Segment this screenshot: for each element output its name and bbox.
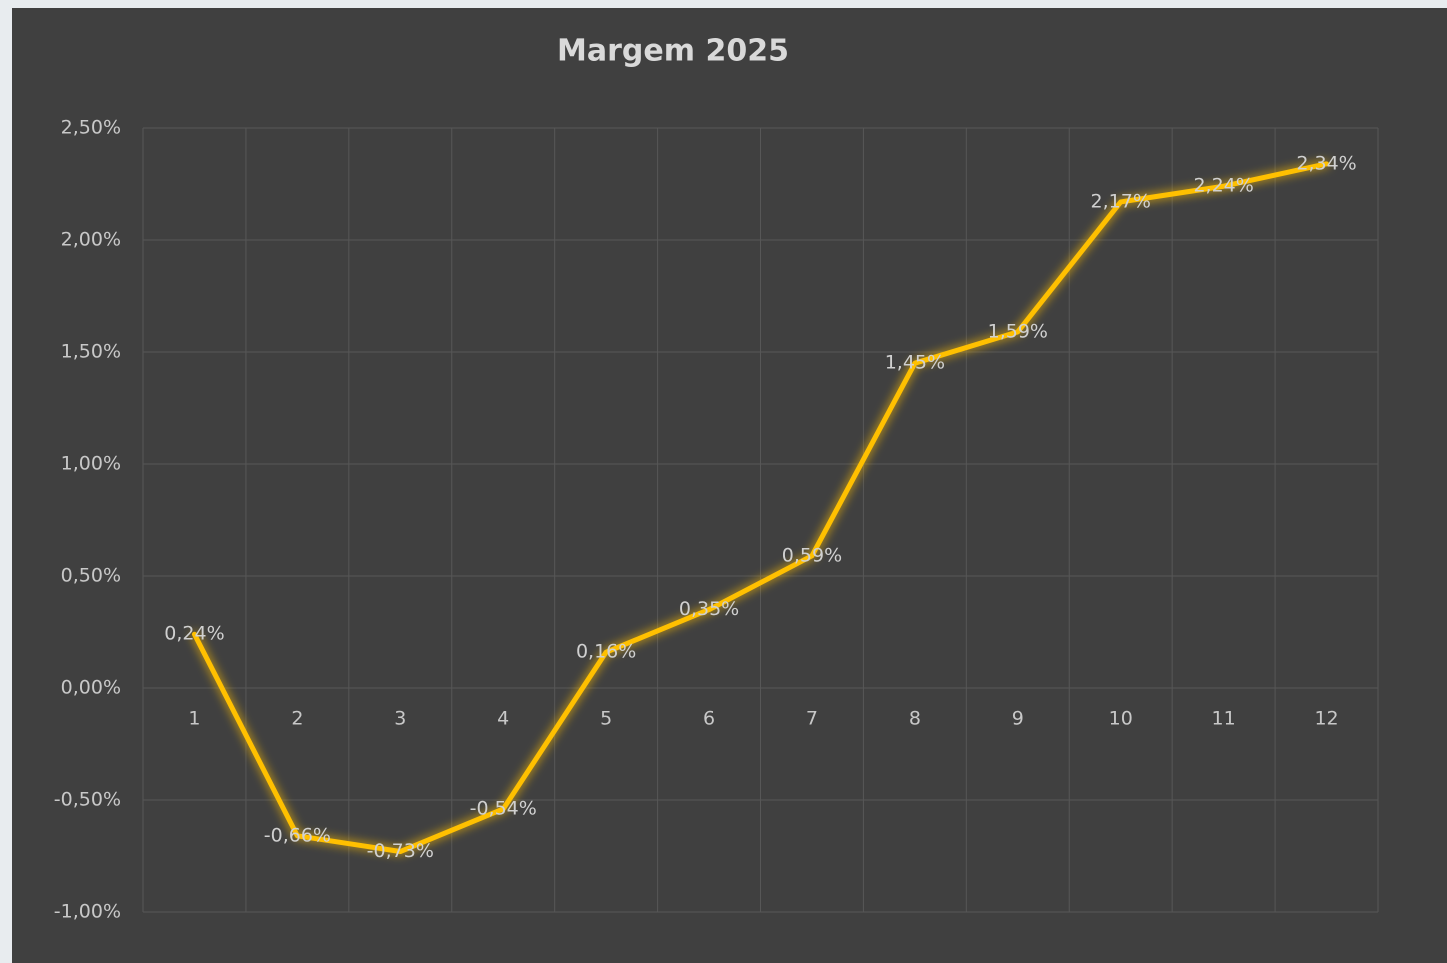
- data-label: -0,73%: [367, 840, 434, 862]
- data-label: 2,34%: [1296, 152, 1356, 174]
- x-tick-label: 7: [806, 708, 818, 730]
- y-tick-label: 1,50%: [61, 341, 121, 363]
- chart-background: [12, 8, 1447, 963]
- data-line: [191, 161, 1330, 855]
- data-label: 0,59%: [782, 544, 842, 566]
- y-tick-label: 2,00%: [61, 229, 121, 251]
- data-label: 2,17%: [1091, 190, 1151, 212]
- x-tick-label: 6: [703, 708, 715, 730]
- y-tick-label: 1,00%: [61, 453, 121, 475]
- x-tick-label: 5: [600, 708, 612, 730]
- chart-title: Margem 2025: [557, 34, 789, 69]
- data-label: 1,59%: [988, 320, 1048, 342]
- data-label: 0,35%: [679, 598, 739, 620]
- x-tick-label: 2: [291, 708, 303, 730]
- y-tick-label: -0,50%: [54, 789, 121, 811]
- x-tick-label: 11: [1212, 708, 1236, 730]
- y-tick-label: 0,00%: [61, 677, 121, 699]
- y-tick-label: 0,50%: [61, 565, 121, 587]
- x-tick-label: 12: [1314, 708, 1338, 730]
- data-label: 0,24%: [164, 623, 224, 645]
- x-tick-label: 9: [1012, 708, 1024, 730]
- x-tick-label: 3: [394, 708, 406, 730]
- x-tick-label: 10: [1109, 708, 1133, 730]
- x-tick-label: 4: [497, 708, 509, 730]
- y-tick-label: -1,00%: [54, 901, 121, 923]
- x-tick-label: 1: [188, 708, 200, 730]
- data-label: -0,66%: [264, 824, 331, 846]
- data-label: -0,54%: [470, 797, 537, 819]
- x-tick-label: 8: [909, 708, 921, 730]
- y-tick-label: 2,50%: [61, 117, 121, 139]
- data-label: 2,24%: [1193, 175, 1253, 197]
- data-label: 1,45%: [885, 352, 945, 374]
- data-label: 0,16%: [576, 641, 636, 663]
